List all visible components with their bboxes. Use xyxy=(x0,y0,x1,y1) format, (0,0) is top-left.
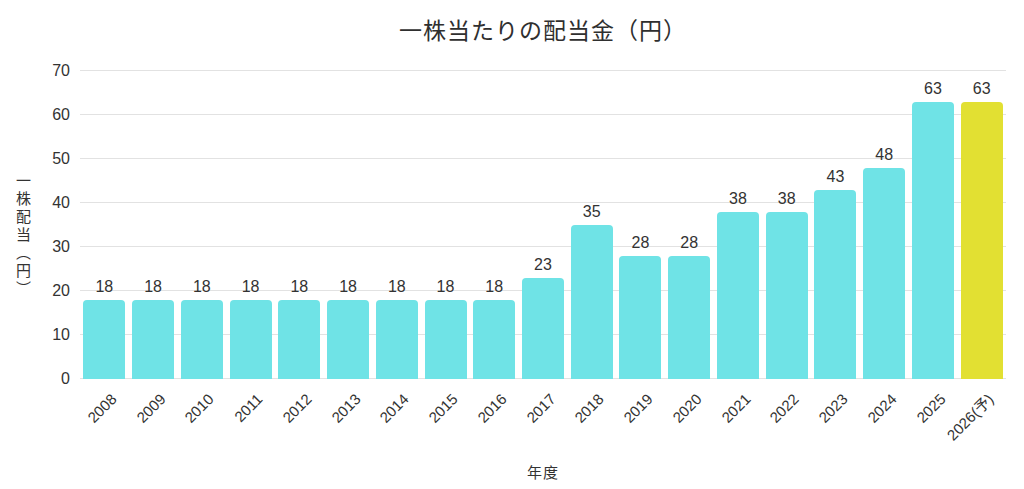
value-label-2017: 23 xyxy=(534,257,552,273)
x-tick-label-2010: 2010 xyxy=(182,391,216,425)
y-tick-label-10: 10 xyxy=(0,326,70,344)
value-label-2018: 35 xyxy=(583,204,601,220)
gridline-y60 xyxy=(80,114,1006,115)
value-label-2019: 28 xyxy=(632,235,650,251)
x-tick-label-2009: 2009 xyxy=(134,391,168,425)
value-label-2022: 38 xyxy=(778,191,796,207)
value-label-2010: 18 xyxy=(193,279,211,295)
bar-2024 xyxy=(863,168,905,379)
bar-2016 xyxy=(473,300,515,379)
gridline-y70 xyxy=(80,70,1006,71)
x-tick-label-2013: 2013 xyxy=(328,391,362,425)
value-label-2016: 18 xyxy=(485,279,503,295)
y-tick-label-0: 0 xyxy=(0,370,70,388)
bar-2021 xyxy=(717,212,759,379)
gridline-y50 xyxy=(80,158,1006,159)
x-axis-tick-labels: 2008 2009 2010 2011 2012 2013 2014 2015 2016 2017… xyxy=(80,379,1006,455)
y-tick-label-40: 40 xyxy=(0,194,70,212)
bar-2012 xyxy=(278,300,320,379)
y-axis-tick-labels: 010203040506070 xyxy=(0,71,70,379)
x-tick-label-2020: 2020 xyxy=(670,391,704,425)
x-tick-label-2017: 2017 xyxy=(523,391,557,425)
y-tick-label-20: 20 xyxy=(0,282,70,300)
x-tick-label-2016: 2016 xyxy=(475,391,509,425)
value-label-2014: 18 xyxy=(388,279,406,295)
x-tick-label-2021: 2021 xyxy=(718,391,752,425)
x-tick-label-2014: 2014 xyxy=(377,391,411,425)
y-tick-label-50: 50 xyxy=(0,150,70,168)
x-tick-label-2022: 2022 xyxy=(767,391,801,425)
x-tick-label-2019: 2019 xyxy=(621,391,655,425)
bar-2011 xyxy=(230,300,272,379)
x-tick-label-2025: 2025 xyxy=(913,391,947,425)
value-label-2023: 43 xyxy=(827,169,845,185)
bar-2022 xyxy=(766,212,808,379)
dividend-per-share-bar-chart: 一株当たりの配当金（円） 一株配当（円） 010203040506070 181… xyxy=(0,0,1024,489)
x-tick-label-2015: 2015 xyxy=(426,391,460,425)
bar-2026(予) xyxy=(961,102,1003,379)
value-label-2008: 18 xyxy=(95,279,113,295)
bar-2018 xyxy=(571,225,613,379)
value-label-2026(予): 63 xyxy=(973,81,991,97)
value-label-2020: 28 xyxy=(680,235,698,251)
x-tick-label-2012: 2012 xyxy=(280,391,314,425)
plot-area: 18 18 18 18 18 18 18 18 18 23 35 28 28 38 38 43 48 63 63 xyxy=(80,71,1006,379)
bar-2008 xyxy=(83,300,125,379)
value-label-2024: 48 xyxy=(875,147,893,163)
bar-2020 xyxy=(668,256,710,379)
value-label-2009: 18 xyxy=(144,279,162,295)
y-tick-label-60: 60 xyxy=(0,106,70,124)
bar-2023 xyxy=(814,190,856,379)
bar-2025 xyxy=(912,102,954,379)
x-tick-label-2026(予): 2026(予) xyxy=(944,391,996,443)
bar-2013 xyxy=(327,300,369,379)
value-label-2025: 63 xyxy=(924,81,942,97)
bar-2009 xyxy=(132,300,174,379)
chart-title: 一株当たりの配当金（円） xyxy=(80,12,1006,46)
value-label-2012: 18 xyxy=(290,279,308,295)
x-tick-label-2018: 2018 xyxy=(572,391,606,425)
x-tick-label-2023: 2023 xyxy=(816,391,850,425)
y-tick-label-70: 70 xyxy=(0,62,70,80)
x-tick-label-2024: 2024 xyxy=(865,391,899,425)
x-axis-title: 年度 xyxy=(80,461,1006,482)
bar-2019 xyxy=(619,256,661,379)
value-label-2015: 18 xyxy=(437,279,455,295)
y-tick-label-30: 30 xyxy=(0,238,70,256)
x-tick-label-2008: 2008 xyxy=(85,391,119,425)
value-label-2013: 18 xyxy=(339,279,357,295)
value-label-2021: 38 xyxy=(729,191,747,207)
value-label-2011: 18 xyxy=(242,279,260,295)
bar-2017 xyxy=(522,278,564,379)
bar-2015 xyxy=(425,300,467,379)
bar-2010 xyxy=(181,300,223,379)
bar-2014 xyxy=(376,300,418,379)
x-tick-label-2011: 2011 xyxy=(232,391,265,424)
